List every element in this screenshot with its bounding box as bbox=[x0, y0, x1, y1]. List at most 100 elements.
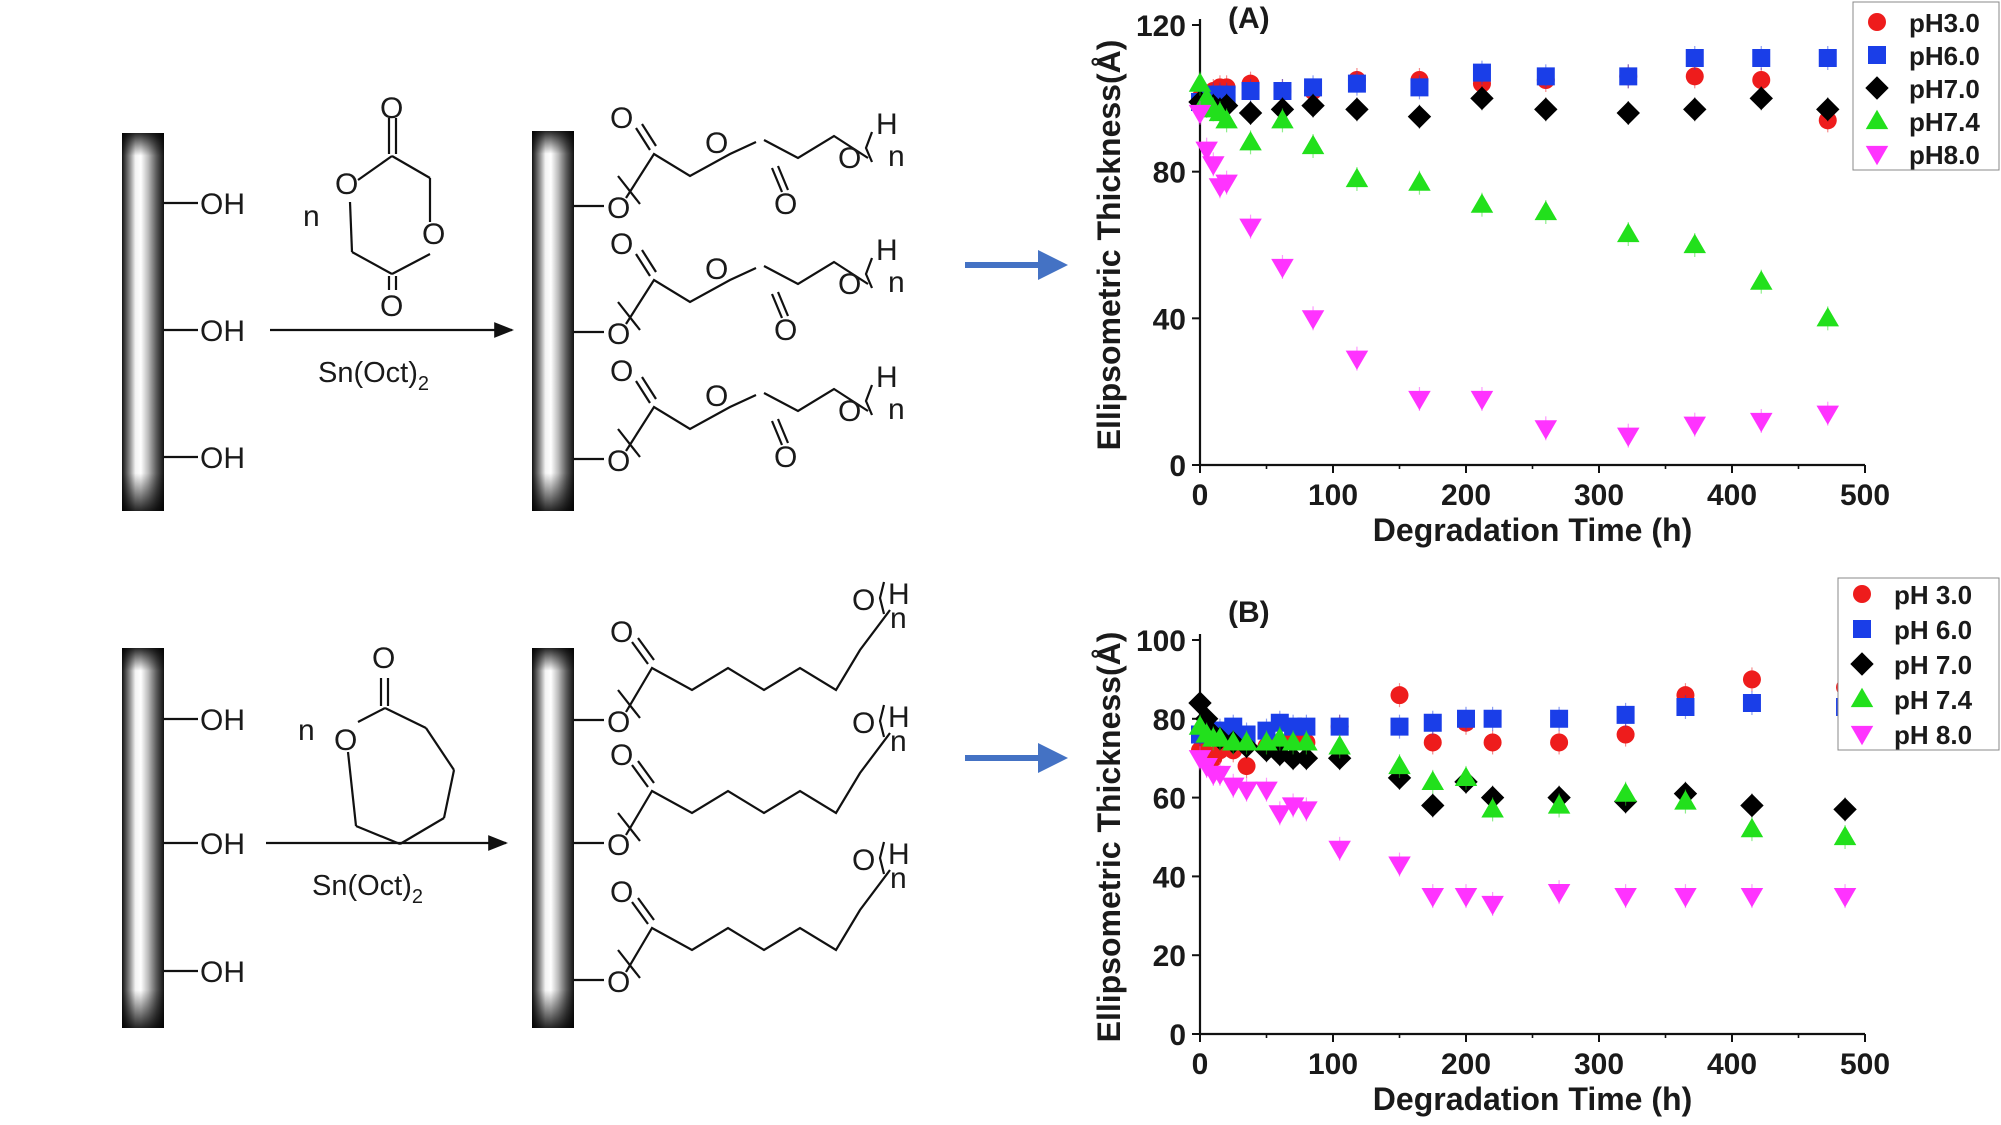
data-point bbox=[1215, 174, 1238, 194]
data-point bbox=[1457, 709, 1475, 728]
x-axis-label: Degradation Time (h) bbox=[1373, 512, 1692, 548]
hydroxyl-label: OH bbox=[200, 956, 245, 989]
data-point bbox=[1833, 797, 1857, 822]
data-point bbox=[1301, 134, 1325, 155]
data-point bbox=[1215, 109, 1238, 129]
x-tick-label: 0 bbox=[1192, 1048, 1209, 1081]
data-point bbox=[1423, 733, 1442, 752]
legend-label: pH8.0 bbox=[1909, 140, 1980, 170]
data-point bbox=[1237, 757, 1256, 776]
data-point bbox=[1195, 141, 1218, 161]
chain-oxygen: O bbox=[852, 584, 875, 617]
panel-label: (A) bbox=[1228, 2, 1270, 35]
plot-b: 0 100 200 300 400 500 0 20 40 60 80 100 Degradation … bbox=[1091, 577, 2000, 1117]
data-point bbox=[1345, 350, 1369, 370]
data-point bbox=[1749, 86, 1773, 111]
series-ph8.0 bbox=[1188, 746, 1857, 916]
data-point bbox=[1470, 193, 1494, 213]
end-hydrogen: H bbox=[888, 838, 910, 871]
y-axis-label: Ellipsometric Thickness(Å) bbox=[1091, 632, 1127, 1043]
legend-marker bbox=[1853, 620, 1871, 638]
legend-label: pH7.4 bbox=[1909, 107, 1980, 137]
data-point bbox=[1328, 840, 1351, 861]
carbonyl-oxygen: O bbox=[774, 441, 797, 474]
chain-oxygen: O bbox=[607, 706, 630, 739]
data-point bbox=[1685, 49, 1704, 67]
carbonyl-oxygen: O bbox=[372, 642, 395, 675]
data-point bbox=[1750, 270, 1773, 290]
x-tick-label: 400 bbox=[1707, 1048, 1757, 1081]
data-point bbox=[1330, 717, 1349, 736]
data-point bbox=[1534, 97, 1558, 122]
data-point bbox=[1676, 697, 1695, 716]
carbonyl-oxygen: O bbox=[610, 616, 633, 649]
legend-marker bbox=[1865, 145, 1889, 166]
data-point bbox=[1268, 805, 1292, 825]
carbonyl-oxygen: O bbox=[774, 188, 797, 221]
end-hydrogen: H bbox=[876, 234, 898, 267]
data-point bbox=[1255, 781, 1278, 801]
monomer-count: n bbox=[298, 714, 315, 747]
chain-oxygen: O bbox=[838, 268, 861, 301]
legend-label: pH 3.0 bbox=[1894, 580, 1972, 610]
data-point bbox=[1345, 97, 1369, 122]
data-point bbox=[1410, 78, 1429, 97]
x-tick-label: 200 bbox=[1441, 1048, 1491, 1081]
data-point bbox=[1470, 390, 1494, 411]
legend-label: pH7.0 bbox=[1909, 74, 1980, 104]
legend-marker bbox=[1850, 652, 1874, 676]
scheme-glycolide: OH OH OH O O O O n Sn(Oct)2 bbox=[122, 92, 905, 511]
data-point bbox=[1534, 420, 1558, 440]
data-point bbox=[1616, 725, 1635, 744]
data-point bbox=[1390, 717, 1409, 736]
data-point bbox=[1208, 727, 1232, 747]
data-point bbox=[1534, 200, 1558, 221]
data-point bbox=[1454, 766, 1478, 786]
repeat-count: n bbox=[890, 725, 907, 758]
y-axis-label: Ellipsometric Thickness(Å) bbox=[1091, 40, 1127, 451]
chain-oxygen: O bbox=[852, 707, 875, 740]
data-point bbox=[1550, 709, 1569, 728]
caprolactone-monomer: O O n bbox=[298, 642, 456, 846]
data-point bbox=[1470, 86, 1494, 111]
data-point bbox=[1454, 888, 1478, 908]
data-point bbox=[1816, 97, 1840, 122]
legend: pH 3.0 pH 6.0 pH 7.0 pH 7.4 pH 8.0 bbox=[1837, 577, 2000, 751]
data-point bbox=[1685, 67, 1704, 86]
legend-label: pH 8.0 bbox=[1894, 720, 1972, 750]
monomer-count: n bbox=[303, 200, 320, 233]
carbonyl-oxygen: O bbox=[610, 876, 633, 909]
data-point bbox=[1304, 78, 1323, 97]
x-tick-label: 300 bbox=[1574, 1048, 1624, 1081]
data-point bbox=[1238, 101, 1263, 125]
x-tick-label: 200 bbox=[1441, 479, 1491, 512]
legend-marker bbox=[1850, 725, 1874, 746]
y-tick-label: 0 bbox=[1169, 450, 1186, 483]
substrate-a-right bbox=[532, 131, 574, 511]
data-point bbox=[1295, 731, 1318, 751]
data-point bbox=[1273, 82, 1292, 100]
y-tick-label: 80 bbox=[1153, 704, 1186, 737]
chain-oxygen: O bbox=[705, 380, 728, 413]
data-point bbox=[1390, 686, 1409, 705]
data-point bbox=[1388, 856, 1411, 876]
end-hydrogen: H bbox=[876, 361, 898, 394]
legend-label: pH 7.4 bbox=[1894, 685, 1973, 715]
data-point bbox=[1423, 713, 1442, 732]
data-point bbox=[1194, 707, 1219, 731]
data-point bbox=[1740, 793, 1764, 818]
legend-label: pH 6.0 bbox=[1894, 615, 1972, 645]
ring-oxygen: O bbox=[335, 168, 358, 201]
x-tick-label: 500 bbox=[1840, 479, 1890, 512]
substrate-b-left bbox=[122, 648, 164, 1028]
data-point bbox=[1347, 74, 1366, 93]
data-point bbox=[1742, 670, 1761, 689]
chain-oxygen: O bbox=[607, 966, 630, 999]
x-tick-label: 400 bbox=[1707, 479, 1757, 512]
data-point bbox=[1752, 71, 1771, 89]
